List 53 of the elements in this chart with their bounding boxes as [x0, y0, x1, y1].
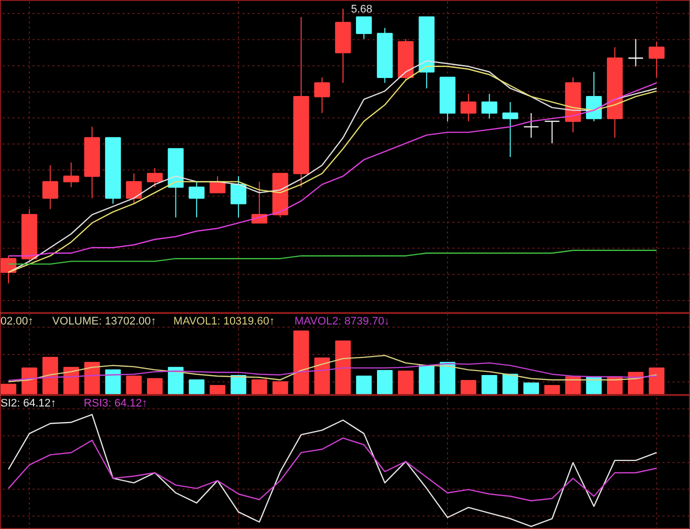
bar: [252, 379, 268, 394]
bar: [440, 362, 456, 394]
bar: [210, 384, 226, 394]
bar: [460, 380, 476, 394]
candlestick: [648, 41, 665, 78]
bar: [168, 366, 184, 394]
bar: [22, 367, 38, 394]
bar: [42, 356, 58, 394]
text: RSI3: 64.12↑: [84, 398, 148, 410]
bar: [105, 369, 121, 394]
candlestick: [210, 176, 226, 194]
candlestick: [544, 120, 560, 144]
bar: [418, 364, 434, 394]
bar: [565, 376, 581, 394]
candlestick: [586, 71, 602, 122]
candlestick: [0, 255, 16, 284]
bar: [376, 370, 393, 394]
candlestick: [523, 112, 540, 138]
bar: [523, 382, 539, 394]
bar: [230, 374, 246, 394]
text: 02.00↑: [0, 316, 34, 328]
annotation: 5.68: [350, 4, 372, 16]
text: VOLUME: 13702.00↑: [52, 316, 156, 328]
bar: [544, 384, 560, 394]
bar: [293, 330, 309, 394]
bar: [648, 367, 664, 394]
bar: [84, 362, 100, 394]
candlestick: [42, 164, 58, 210]
candlestick: [481, 93, 498, 120]
bar: [126, 376, 142, 394]
bar: [335, 340, 351, 394]
bar: [314, 357, 330, 394]
candlestick: [356, 16, 372, 40]
candlestick: [126, 172, 142, 204]
candlestick: [502, 102, 518, 158]
bar: [0, 384, 16, 394]
bar: [502, 374, 518, 394]
text: MAVOL2: 8739.70↓: [294, 316, 390, 328]
bar: [356, 376, 372, 394]
bar: [398, 370, 414, 394]
bar: [482, 374, 498, 394]
candlestick: [146, 167, 163, 188]
bar: [146, 378, 163, 394]
series-label: SI2: 64.12↑: [0, 398, 56, 410]
candlestick: [460, 93, 476, 122]
candlestick: [188, 181, 205, 218]
bar: [188, 379, 204, 394]
candlestick: [63, 162, 80, 188]
candlestick: [314, 76, 330, 114]
candlestick: [230, 176, 246, 218]
candlestick: [628, 38, 644, 67]
bar: [272, 381, 288, 394]
text: MAVOL1: 10319.60↑: [173, 316, 275, 328]
